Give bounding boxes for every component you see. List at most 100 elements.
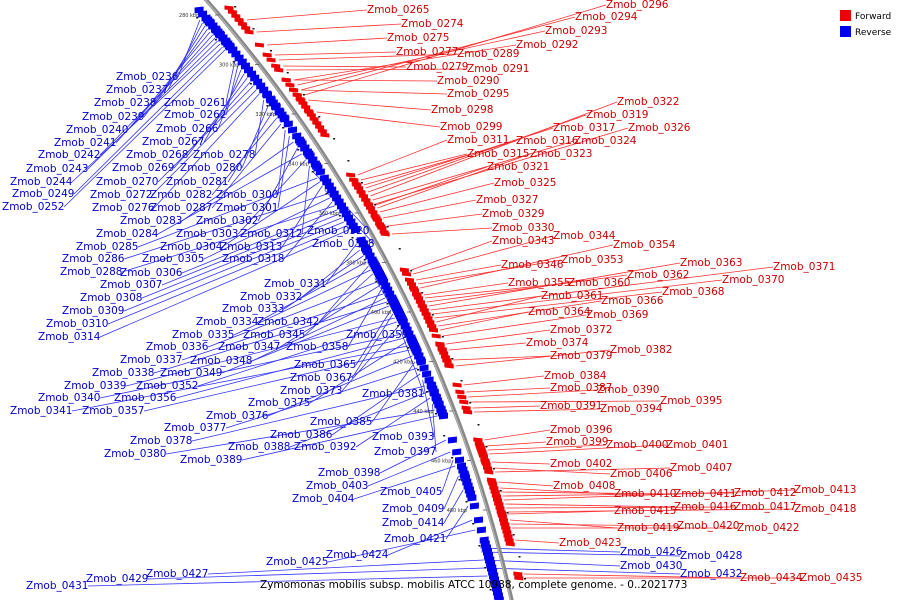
gene-label[interactable]: Zmob_0385 bbox=[310, 416, 372, 428]
gene-label[interactable]: Zmob_0286 bbox=[62, 253, 125, 265]
gene-label[interactable]: Zmob_0413 bbox=[794, 484, 856, 496]
gene-label[interactable]: Zmob_0261 bbox=[164, 97, 226, 109]
gene-label[interactable]: Zmob_0331 bbox=[264, 278, 326, 290]
gene-label[interactable]: Zmob_0375 bbox=[248, 397, 310, 409]
gene-label[interactable]: Zmob_0313 bbox=[220, 241, 282, 253]
gene-label[interactable]: Zmob_0242 bbox=[38, 149, 100, 161]
gene-label[interactable]: Zmob_0370 bbox=[722, 274, 784, 286]
gene-label[interactable]: Zmob_0287 bbox=[150, 202, 212, 214]
gene-label[interactable]: Zmob_0401 bbox=[666, 439, 728, 451]
gene-label[interactable]: Zmob_0342 bbox=[257, 316, 319, 328]
gene-label[interactable]: Zmob_0421 bbox=[384, 533, 446, 545]
gene-label[interactable]: Zmob_0425 bbox=[266, 556, 328, 568]
gene-label[interactable]: Zmob_0412 bbox=[734, 487, 796, 499]
gene-label[interactable]: Zmob_0341 bbox=[10, 405, 72, 417]
gene-label[interactable]: Zmob_0367 bbox=[290, 372, 352, 384]
gene-label[interactable]: Zmob_0323 bbox=[530, 148, 592, 160]
gene-label[interactable]: Zmob_0284 bbox=[96, 228, 159, 240]
gene-label[interactable]: Zmob_0426 bbox=[620, 546, 683, 558]
gene-label[interactable]: Zmob_0291 bbox=[467, 63, 529, 75]
gene-label[interactable]: Zmob_0300 bbox=[216, 189, 278, 201]
gene-label[interactable]: Zmob_0398 bbox=[318, 467, 380, 479]
gene-label[interactable]: Zmob_0292 bbox=[516, 39, 578, 51]
gene-label[interactable]: Zmob_0307 bbox=[100, 279, 162, 291]
gene-label[interactable]: Zmob_0310 bbox=[46, 318, 108, 330]
gene-label[interactable]: Zmob_0325 bbox=[494, 177, 556, 189]
gene-label[interactable]: Zmob_0339 bbox=[64, 380, 126, 392]
gene-label[interactable]: Zmob_0434 bbox=[740, 572, 803, 584]
gene-label[interactable]: Zmob_0424 bbox=[326, 549, 389, 561]
gene-label[interactable]: Zmob_0269 bbox=[112, 162, 174, 174]
gene-label[interactable]: Zmob_0419 bbox=[617, 522, 679, 534]
gene-label[interactable]: Zmob_0322 bbox=[617, 96, 679, 108]
gene-label[interactable]: Zmob_0293 bbox=[545, 25, 607, 37]
gene-label[interactable]: Zmob_0417 bbox=[734, 501, 796, 513]
gene-label[interactable]: Zmob_0390 bbox=[597, 384, 659, 396]
gene-label[interactable]: Zmob_0400 bbox=[606, 439, 668, 451]
gene-label[interactable]: Zmob_0244 bbox=[10, 176, 73, 188]
gene-label[interactable]: Zmob_0404 bbox=[292, 493, 355, 505]
gene-label[interactable]: Zmob_0354 bbox=[613, 239, 676, 251]
gene-label[interactable]: Zmob_0252 bbox=[2, 201, 64, 213]
gene-label[interactable]: Zmob_0359 bbox=[346, 329, 408, 341]
gene-label[interactable]: Zmob_0343 bbox=[492, 235, 554, 247]
gene-label[interactable]: Zmob_0289 bbox=[457, 48, 519, 60]
gene-label[interactable]: Zmob_0371 bbox=[773, 261, 835, 273]
gene-label[interactable]: Zmob_0435 bbox=[800, 572, 862, 584]
gene-label[interactable]: Zmob_0304 bbox=[160, 241, 223, 253]
gene-label[interactable]: Zmob_0318 bbox=[222, 253, 284, 265]
gene-label[interactable]: Zmob_0237 bbox=[106, 84, 168, 96]
gene-label[interactable]: Zmob_0285 bbox=[76, 241, 138, 253]
gene-label[interactable]: Zmob_0362 bbox=[627, 269, 689, 281]
gene-label[interactable]: Zmob_0239 bbox=[82, 111, 144, 123]
gene-label[interactable]: Zmob_0409 bbox=[382, 503, 444, 515]
gene-label[interactable]: Zmob_0355 bbox=[508, 277, 570, 289]
gene-label[interactable]: Zmob_0282 bbox=[150, 189, 212, 201]
gene-label[interactable]: Zmob_0326 bbox=[628, 122, 691, 134]
gene-label[interactable]: Zmob_0266 bbox=[156, 123, 219, 135]
gene-label[interactable]: Zmob_0274 bbox=[401, 18, 464, 30]
gene-label[interactable]: Zmob_0302 bbox=[196, 215, 258, 227]
gene-label[interactable]: Zmob_0337 bbox=[120, 354, 182, 366]
gene-label[interactable]: Zmob_0392 bbox=[294, 441, 356, 453]
gene-label[interactable]: Zmob_0360 bbox=[568, 277, 630, 289]
gene-label[interactable]: Zmob_0334 bbox=[196, 316, 259, 328]
gene-label[interactable]: Zmob_0243 bbox=[26, 163, 88, 175]
gene-label[interactable]: Zmob_0321 bbox=[487, 161, 549, 173]
gene-label[interactable]: Zmob_0347 bbox=[218, 341, 280, 353]
gene-label[interactable]: Zmob_0429 bbox=[86, 573, 148, 585]
gene-label[interactable]: Zmob_0275 bbox=[387, 32, 449, 44]
gene-label[interactable]: Zmob_0268 bbox=[126, 149, 188, 161]
gene-label[interactable]: Zmob_0265 bbox=[367, 4, 429, 16]
gene-label[interactable]: Zmob_0305 bbox=[142, 253, 204, 265]
gene-label[interactable]: Zmob_0317 bbox=[553, 122, 615, 134]
gene-label[interactable]: Zmob_0301 bbox=[216, 202, 278, 214]
gene-label[interactable]: Zmob_0408 bbox=[553, 480, 615, 492]
gene-label[interactable]: Zmob_0363 bbox=[680, 257, 742, 269]
gene-label[interactable]: Zmob_0333 bbox=[222, 303, 284, 315]
gene-label[interactable]: Zmob_0399 bbox=[546, 436, 608, 448]
gene-label[interactable]: Zmob_0378 bbox=[130, 435, 192, 447]
gene-label[interactable]: Zmob_0428 bbox=[680, 550, 742, 562]
gene-label[interactable]: Zmob_0410 bbox=[614, 488, 676, 500]
gene-label[interactable]: Zmob_0402 bbox=[550, 458, 612, 470]
gene-label[interactable]: Zmob_0407 bbox=[670, 462, 732, 474]
gene-label[interactable]: Zmob_0335 bbox=[172, 329, 234, 341]
gene-label[interactable]: Zmob_0377 bbox=[164, 422, 226, 434]
gene-label[interactable]: Zmob_0395 bbox=[660, 395, 722, 407]
gene-label[interactable]: Zmob_0280 bbox=[180, 162, 242, 174]
gene-label[interactable]: Zmob_0298 bbox=[431, 104, 493, 116]
gene-label[interactable]: Zmob_0283 bbox=[120, 215, 182, 227]
gene-label[interactable]: Zmob_0396 bbox=[550, 424, 613, 436]
gene-label[interactable]: Zmob_0320 bbox=[307, 225, 369, 237]
gene-label[interactable]: Zmob_0381 bbox=[362, 388, 424, 400]
gene-label[interactable]: Zmob_0431 bbox=[26, 580, 88, 592]
gene-label[interactable]: Zmob_0315 bbox=[467, 148, 529, 160]
gene-label[interactable]: Zmob_0361 bbox=[541, 290, 603, 302]
gene-label[interactable]: Zmob_0406 bbox=[610, 468, 673, 480]
gene-label[interactable]: Zmob_0309 bbox=[62, 305, 124, 317]
gene-label[interactable]: Zmob_0403 bbox=[306, 480, 368, 492]
gene-label[interactable]: Zmob_0418 bbox=[794, 503, 856, 515]
gene-label[interactable]: Zmob_0353 bbox=[561, 254, 623, 266]
gene-label[interactable]: Zmob_0420 bbox=[677, 520, 739, 532]
